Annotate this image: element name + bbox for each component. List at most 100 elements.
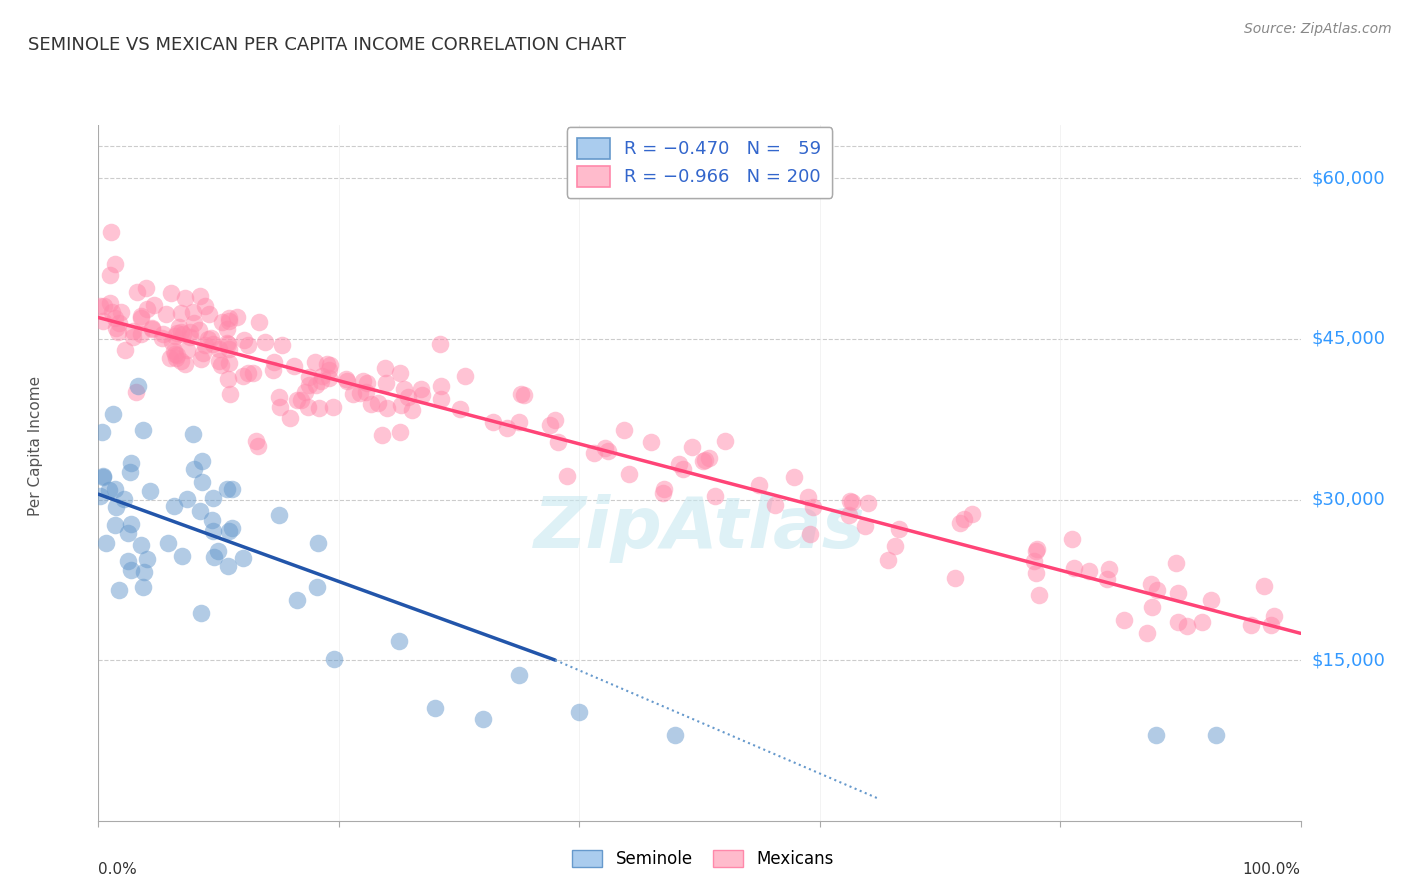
Point — [290, 392, 312, 407]
Point — [127, 285, 149, 299]
Point — [183, 305, 205, 319]
Point — [122, 330, 145, 344]
Point — [1146, 583, 1168, 598]
Point — [170, 549, 193, 563]
Point — [179, 325, 201, 339]
Point — [200, 331, 222, 345]
Point — [508, 668, 530, 682]
Point — [1140, 599, 1163, 614]
Point — [98, 268, 121, 282]
Point — [188, 504, 211, 518]
Point — [389, 425, 412, 439]
Point — [163, 344, 186, 359]
Point — [782, 470, 804, 484]
Point — [287, 593, 309, 607]
Point — [547, 435, 569, 450]
Point — [838, 508, 860, 522]
Point — [170, 306, 193, 320]
Point — [305, 580, 328, 594]
Point — [1240, 618, 1263, 632]
Point — [318, 371, 340, 385]
Point — [799, 526, 821, 541]
Point — [267, 508, 290, 522]
Point — [172, 327, 194, 342]
Point — [796, 491, 818, 505]
Point — [190, 606, 212, 620]
Point — [181, 426, 204, 441]
Point — [152, 326, 174, 341]
Point — [322, 652, 344, 666]
Point — [131, 326, 153, 341]
Point — [201, 336, 224, 351]
Point — [429, 337, 451, 351]
Point — [356, 376, 378, 390]
Point — [242, 367, 264, 381]
Point — [247, 439, 270, 453]
Point — [617, 467, 640, 481]
Point — [179, 329, 201, 343]
Point — [134, 566, 156, 580]
Point — [117, 526, 139, 541]
Text: $15,000: $15,000 — [1312, 651, 1385, 669]
Point — [166, 326, 188, 340]
Point — [129, 538, 152, 552]
Point — [839, 494, 862, 508]
Point — [319, 358, 342, 372]
Point — [877, 552, 900, 566]
Point — [215, 322, 238, 336]
Point — [593, 441, 616, 455]
Point — [217, 336, 239, 351]
Point — [544, 413, 567, 427]
Point — [103, 311, 125, 326]
Point — [664, 728, 686, 742]
Point — [411, 388, 433, 402]
Text: Source: ZipAtlas.com: Source: ZipAtlas.com — [1244, 22, 1392, 37]
Point — [194, 338, 217, 352]
Point — [176, 492, 198, 507]
Point — [91, 470, 114, 484]
Point — [141, 322, 163, 336]
Point — [129, 310, 152, 325]
Point — [202, 550, 225, 565]
Point — [298, 370, 321, 384]
Point — [104, 482, 127, 496]
Point — [1112, 613, 1135, 627]
Point — [221, 521, 243, 535]
Point — [117, 554, 139, 568]
Point — [374, 360, 396, 375]
Point — [283, 359, 305, 373]
Point — [190, 352, 212, 367]
Point — [208, 343, 231, 357]
Point — [100, 305, 122, 319]
Point — [430, 392, 453, 406]
Point — [191, 346, 214, 360]
Point — [693, 452, 716, 467]
Legend: R = −0.470   N =   59, R = −0.966   N = 200: R = −0.470 N = 59, R = −0.966 N = 200 — [567, 127, 832, 197]
Point — [763, 498, 786, 512]
Point — [388, 633, 411, 648]
Point — [165, 351, 187, 365]
Point — [245, 434, 267, 448]
Text: SEMINOLE VS MEXICAN PER CAPITA INCOME CORRELATION CHART: SEMINOLE VS MEXICAN PER CAPITA INCOME CO… — [28, 36, 626, 54]
Point — [120, 563, 142, 577]
Point — [155, 307, 177, 321]
Point — [232, 550, 254, 565]
Point — [93, 313, 115, 327]
Point — [1136, 625, 1159, 640]
Point — [262, 363, 284, 377]
Point — [165, 329, 187, 343]
Point — [136, 302, 159, 317]
Point — [668, 457, 690, 471]
Point — [1098, 562, 1121, 576]
Point — [127, 378, 149, 392]
Point — [1205, 728, 1227, 742]
Point — [112, 491, 135, 506]
Point — [1191, 615, 1213, 630]
Point — [704, 489, 727, 503]
Point — [209, 358, 232, 372]
Point — [135, 552, 157, 566]
Point — [108, 316, 131, 330]
Point — [107, 325, 129, 339]
Point — [170, 325, 193, 339]
Point — [391, 398, 413, 412]
